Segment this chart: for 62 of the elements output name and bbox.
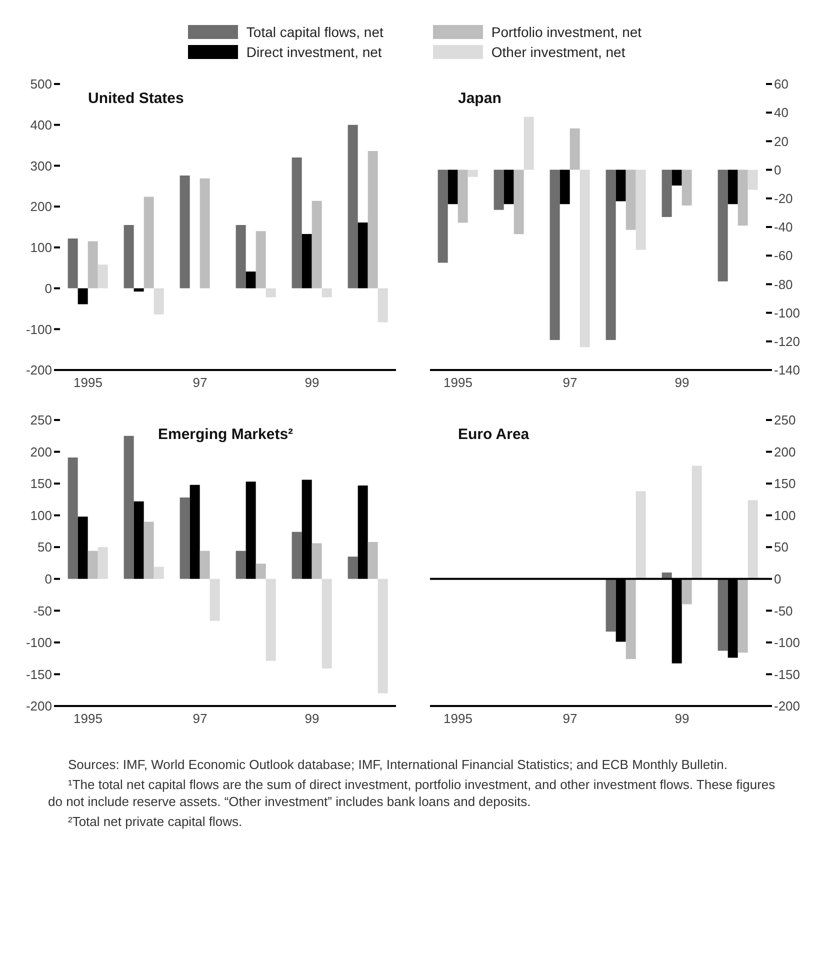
y-tick-label: 0 bbox=[774, 162, 782, 178]
y-tick-label: 0 bbox=[44, 280, 52, 296]
y-tick-label: -200 bbox=[774, 698, 800, 714]
legend-label: Direct investment, net bbox=[246, 44, 382, 60]
y-tick-label: 100 bbox=[774, 508, 796, 523]
chart-title: Japan bbox=[458, 90, 502, 107]
y-tick-label: -40 bbox=[774, 220, 793, 235]
y-tick-label: 0 bbox=[44, 572, 52, 587]
y-tick-label: -50 bbox=[33, 603, 52, 618]
x-tick-label: 1995 bbox=[444, 711, 472, 726]
y-tick-label: 50 bbox=[38, 540, 52, 555]
y-tick-label: -20 bbox=[774, 191, 793, 206]
y-tick-label: 200 bbox=[30, 444, 52, 460]
legend-label: Total capital flows, net bbox=[246, 24, 384, 40]
y-tick-label: 60 bbox=[774, 76, 788, 92]
y-tick-label: -150 bbox=[26, 666, 52, 682]
y-tick-label: 500 bbox=[30, 76, 52, 92]
y-tick-label: -80 bbox=[774, 276, 793, 292]
x-tick-label: 97 bbox=[192, 711, 208, 726]
y-tick-label: 100 bbox=[30, 240, 52, 256]
y-tick-label: 40 bbox=[774, 105, 788, 120]
y-tick-label: 400 bbox=[30, 117, 52, 132]
y-tick-label: -120 bbox=[774, 334, 800, 350]
x-tick-label: 99 bbox=[674, 375, 690, 390]
source-note: Sources: IMF, World Economic Outlook database; IMF, International Financial Statistics; and ECB Monthly Bulletin. bbox=[67, 756, 728, 774]
y-tick-label: 20 bbox=[774, 134, 788, 149]
x-tick-label: 1995 bbox=[444, 375, 472, 390]
chart-title: Euro Area bbox=[458, 426, 530, 443]
legend-label: Other investment, net bbox=[491, 44, 626, 60]
y-tick-label: 250 bbox=[774, 412, 796, 428]
y-tick-label: -140 bbox=[774, 362, 800, 378]
y-tick-label: -50 bbox=[774, 603, 793, 618]
x-tick-label: 1995 bbox=[74, 711, 102, 726]
y-tick-label: -100 bbox=[26, 635, 52, 650]
y-tick-label: -200 bbox=[26, 362, 52, 378]
chart-title: United States bbox=[88, 90, 184, 107]
y-tick-label: 300 bbox=[30, 158, 52, 174]
x-tick-label: 97 bbox=[192, 375, 208, 390]
x-tick-label: 99 bbox=[304, 375, 320, 390]
x-tick-label: 97 bbox=[562, 375, 578, 390]
y-tick-label: -60 bbox=[774, 248, 793, 264]
x-tick-label: 99 bbox=[674, 711, 690, 726]
x-tick-label: 1995 bbox=[74, 375, 102, 390]
y-tick-label: -150 bbox=[774, 666, 800, 682]
y-tick-label: 200 bbox=[774, 444, 796, 460]
x-tick-label: 97 bbox=[562, 711, 578, 726]
y-tick-label: -100 bbox=[26, 322, 52, 337]
y-tick-label: -100 bbox=[774, 305, 800, 320]
y-tick-label: 100 bbox=[30, 508, 52, 523]
y-tick-label: 0 bbox=[774, 572, 782, 587]
y-tick-label: 150 bbox=[774, 476, 796, 492]
y-tick-label: 200 bbox=[30, 199, 52, 214]
x-tick-label: 99 bbox=[304, 711, 320, 726]
text: ¹The total net capital flows are the sum of direct investment, portfolio investment, and other investment flows. These figures do not include reserve assets. “Other investment” includes bank loans and deposits. bbox=[48, 776, 776, 811]
y-tick-label: 250 bbox=[30, 412, 52, 428]
chart-title: Emerging Markets² bbox=[158, 426, 294, 443]
text: ²Total net private capital flows. bbox=[67, 812, 244, 830]
legend-label: Portfolio investment, net bbox=[491, 24, 642, 40]
y-tick-label: 150 bbox=[30, 476, 52, 492]
y-tick-label: 50 bbox=[774, 540, 788, 555]
y-tick-label: -200 bbox=[26, 698, 52, 714]
y-tick-label: -100 bbox=[774, 635, 800, 650]
